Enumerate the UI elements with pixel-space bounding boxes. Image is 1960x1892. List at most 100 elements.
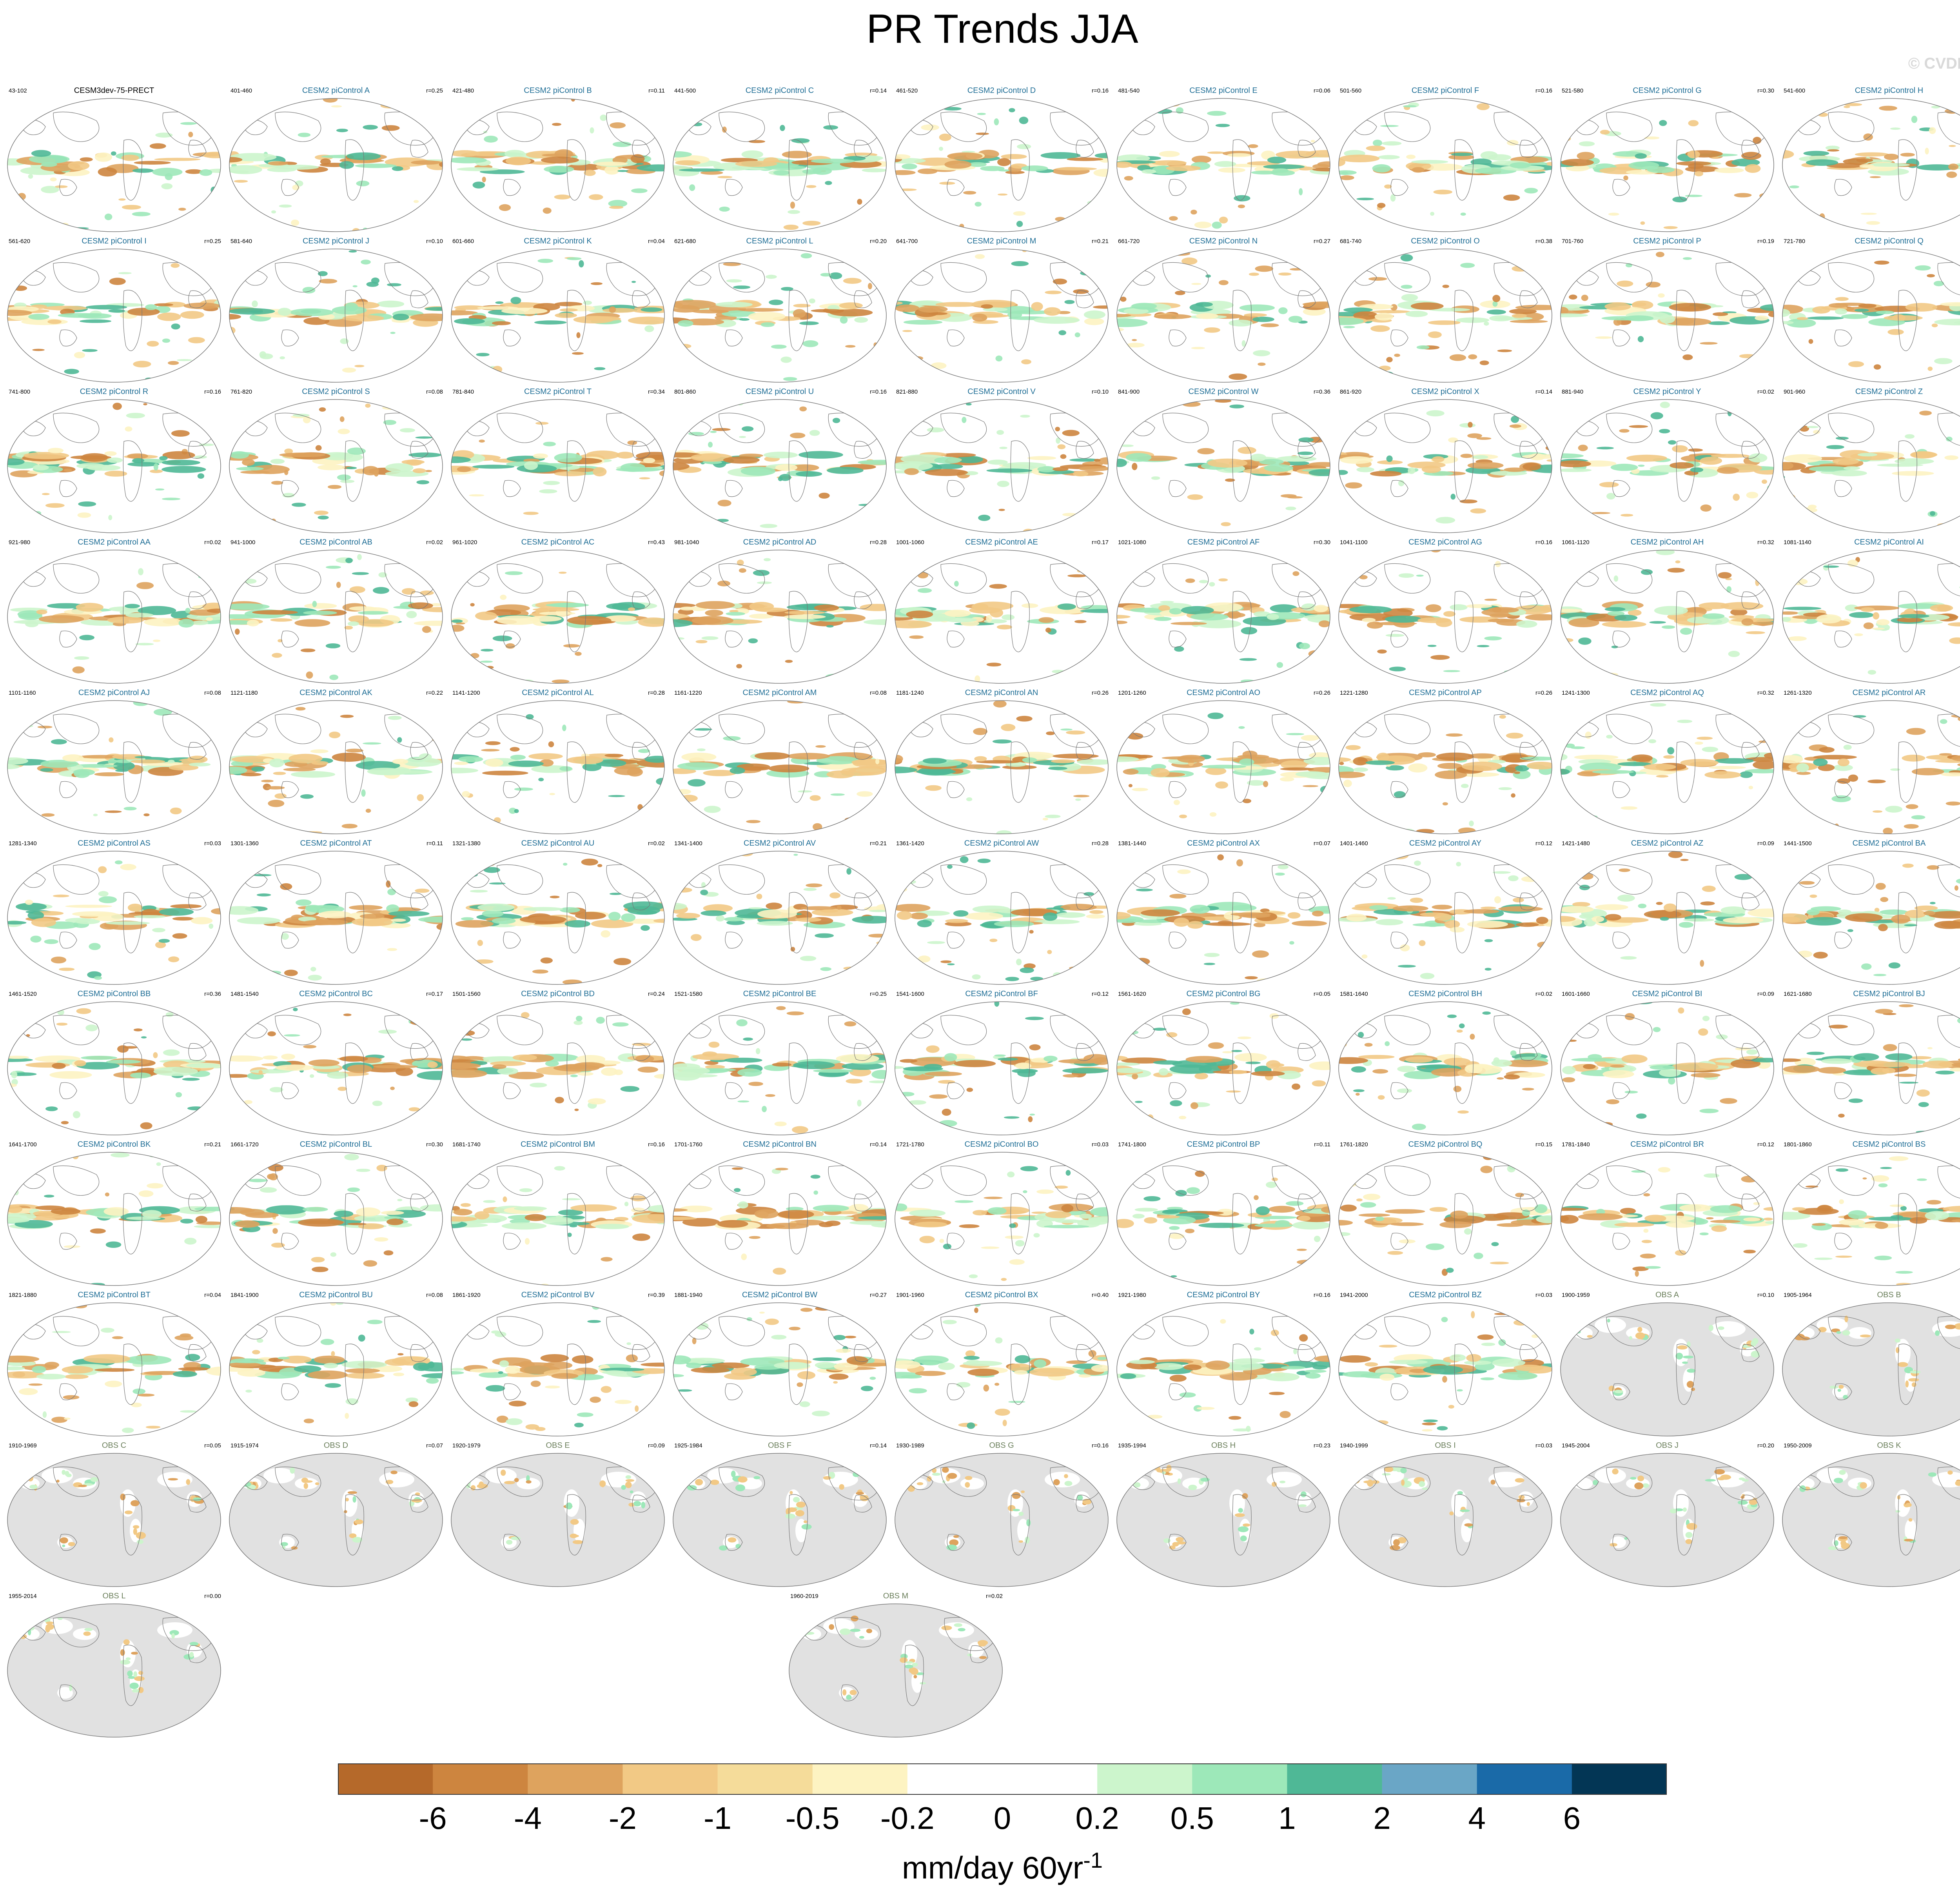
map-heatmap (895, 98, 1109, 232)
map-heatmap (1782, 700, 1960, 834)
map-heatmap (1338, 249, 1552, 383)
map-panel: CESM2 piControl R 741-800 r=0.16 (3, 387, 225, 537)
panel-years: 1761-1820 (1340, 1141, 1368, 1148)
panel-correlation: r=0.21 (1092, 238, 1109, 245)
map-panel: CESM2 piControl G 521-580 r=0.30 (1556, 85, 1778, 236)
panel-years: 1701-1760 (674, 1141, 702, 1148)
map-heatmap (451, 851, 665, 985)
panel-correlation: r=0.16 (1535, 539, 1552, 546)
map-panel: CESM2 piControl I 561-620 r=0.25 (3, 236, 225, 387)
panel-title: CESM2 piControl BK (77, 1140, 151, 1149)
map-heatmap (895, 1302, 1109, 1436)
colorbar-tick-label: -6 (419, 1801, 447, 1836)
map-panel: CESM2 piControl AO 1201-1260 r=0.26 (1112, 688, 1334, 838)
panel-correlation: r=0.14 (1535, 389, 1552, 395)
panel-correlation: r=0.40 (1092, 1292, 1109, 1298)
panel-years: 1261-1320 (1784, 690, 1812, 696)
map-heatmap (1116, 851, 1330, 985)
panel-years: 1061-1120 (1562, 539, 1590, 546)
map-heatmap (895, 700, 1109, 834)
colorbar-tick-label: -0.5 (785, 1801, 840, 1836)
map-heatmap (451, 1453, 665, 1587)
map-heatmap (1560, 550, 1774, 684)
panel-years: 881-940 (1562, 389, 1584, 395)
map-heatmap (1116, 700, 1330, 834)
panel-years: 1181-1240 (896, 690, 924, 696)
panel-years: 601-660 (452, 238, 474, 245)
panel-title: CESM2 piControl AQ (1630, 688, 1704, 697)
panel-years: 1915-1974 (230, 1442, 259, 1449)
panel-correlation: r=0.28 (1092, 840, 1109, 847)
panel-title: CESM2 piControl G (1633, 86, 1702, 95)
panel-correlation: r=0.22 (426, 690, 443, 696)
panel-years: 1821-1880 (9, 1292, 37, 1298)
panel-title: CESM2 piControl BG (1186, 990, 1261, 998)
panel-years: 661-720 (1118, 238, 1140, 245)
colorbar-segment (1192, 1763, 1287, 1795)
map-panel: CESM2 piControl U 801-860 r=0.16 (669, 387, 891, 537)
map-heatmap (1782, 1152, 1960, 1286)
panel-title: CESM2 piControl BI (1632, 990, 1702, 998)
map-heatmap (1782, 249, 1960, 383)
panel-title: CESM2 piControl AW (964, 839, 1039, 848)
map-heatmap (7, 700, 221, 834)
panel-years: 1861-1920 (452, 1292, 481, 1298)
panel-years: 701-760 (1562, 238, 1584, 245)
map-heatmap (7, 249, 221, 383)
panel-correlation: r=0.11 (426, 840, 443, 847)
panel-years: 1930-1989 (896, 1442, 924, 1449)
panel-years: 1081-1140 (1784, 539, 1811, 546)
map-heatmap (7, 1001, 221, 1135)
map-panel: CESM2 piControl AJ 1101-1160 r=0.08 (3, 688, 225, 838)
panel-title: CESM2 piControl A (302, 86, 370, 95)
map-panel: CESM2 piControl AS 1281-1340 r=0.03 (3, 838, 225, 989)
map-heatmap (451, 1302, 665, 1436)
panel-years: 1950-2009 (1784, 1442, 1812, 1449)
colorbar-units-exponent: -1 (1083, 1848, 1103, 1872)
panel-correlation: r=0.14 (870, 87, 887, 94)
panel-years: 1900-1959 (1562, 1292, 1590, 1298)
map-panel: CESM2 piControl AV 1341-1400 r=0.21 (669, 838, 891, 989)
colorbar-segment (622, 1763, 718, 1795)
panel-title: OBS I (1435, 1441, 1456, 1450)
map-panel: OBS J 1945-2004 r=0.20 (1556, 1440, 1778, 1591)
panel-title: CESM2 piControl I (82, 237, 147, 245)
panel-years: 1741-1800 (1118, 1141, 1146, 1148)
panel-correlation: r=0.28 (648, 690, 665, 696)
panel-correlation: r=0.32 (1757, 539, 1774, 546)
panel-years: 441-500 (674, 87, 696, 94)
panel-years: 1461-1520 (9, 991, 37, 997)
panel-correlation: r=0.27 (870, 1292, 887, 1298)
map-heatmap (229, 1001, 443, 1135)
map-panel: CESM2 piControl BM 1681-1740 r=0.16 (447, 1139, 669, 1290)
map-heatmap (1116, 98, 1330, 232)
panel-title: CESM2 piControl Q (1855, 237, 1924, 245)
panel-years: 621-680 (674, 238, 696, 245)
panel-years: 1241-1300 (1562, 690, 1590, 696)
panel-years: 1940-1999 (1340, 1442, 1368, 1449)
map-heatmap (673, 98, 887, 232)
panel-title: CESM2 piControl AH (1630, 538, 1704, 547)
panel-correlation: r=0.08 (426, 389, 443, 395)
panel-years: 1501-1560 (452, 991, 481, 997)
map-panel: CESM2 piControl BQ 1761-1820 r=0.15 (1334, 1139, 1556, 1290)
map-heatmap (229, 1453, 443, 1587)
panel-title: CESM3dev-75-PRECT (74, 86, 154, 95)
map-heatmap (451, 700, 665, 834)
map-heatmap (1338, 399, 1552, 533)
map-panel: OBS E 1920-1979 r=0.09 (447, 1440, 669, 1591)
panel-title: CESM2 piControl AN (965, 688, 1038, 697)
panel-correlation: r=0.17 (426, 991, 443, 997)
panel-years: 1121-1180 (230, 690, 258, 696)
map-heatmap (1782, 851, 1960, 985)
map-heatmap (1338, 98, 1552, 232)
map-heatmap (895, 851, 1109, 985)
panel-correlation: r=0.02 (426, 539, 443, 546)
panel-title: CESM2 piControl AK (299, 688, 372, 697)
map-heatmap (7, 550, 221, 684)
panel-title: CESM2 piControl BA (1852, 839, 1926, 848)
panel-correlation: r=0.26 (1535, 690, 1552, 696)
map-panel: CESM2 piControl E 481-540 r=0.06 (1112, 85, 1334, 236)
panel-years: 1161-1220 (674, 690, 702, 696)
